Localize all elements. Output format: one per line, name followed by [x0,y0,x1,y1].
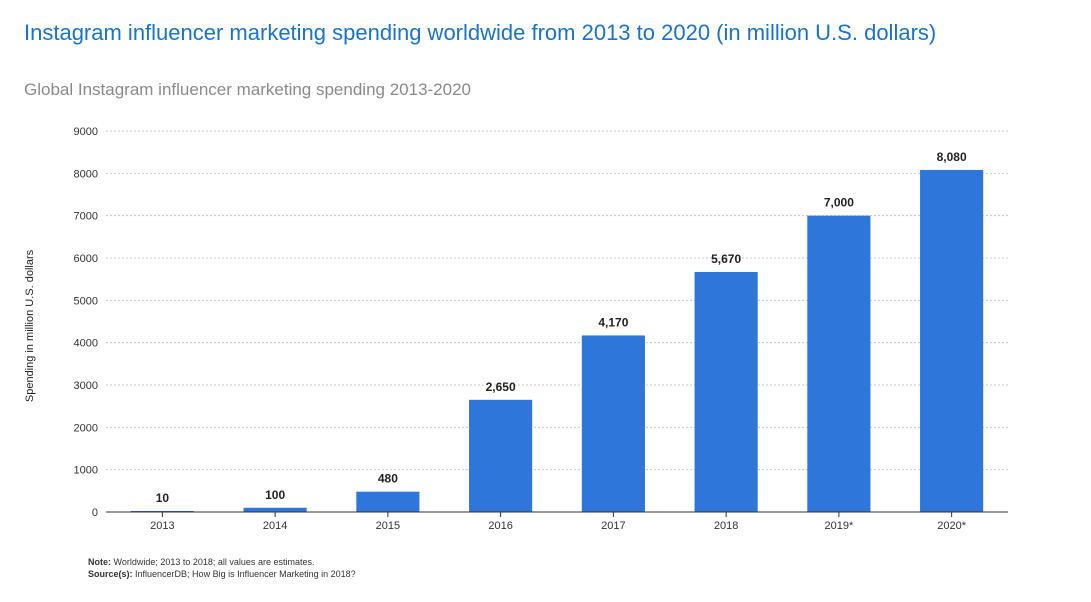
value-label: 5,670 [711,252,741,266]
bars [130,169,984,513]
y-tick-label: 9000 [74,126,98,138]
y-tick-label: 5000 [74,295,98,307]
value-label: 8,080 [937,150,967,164]
x-tick-label: 2016 [488,520,512,532]
value-labels: 10 100 480 2,650 4,170 5,670 7,000 8,080 [156,150,967,505]
y-tick-label: 0 [92,507,98,519]
chart-notes: Note: Worldwide; 2013 to 2018; all value… [88,556,356,580]
x-tick-label: 2017 [601,520,625,532]
y-axis-title: Spending in million U.S. dollars [24,249,36,403]
value-label: 100 [265,488,285,502]
chart-subtitle: Global Instagram influencer marketing sp… [24,80,471,99]
bar-2018 [694,271,758,512]
bar-2017 [581,335,645,512]
note-line: Note: Worldwide; 2013 to 2018; all value… [88,556,356,568]
y-axis-ticks: 0 1000 2000 3000 4000 5000 6000 7000 8000 9000 [74,126,98,519]
value-label: 7,000 [824,196,854,210]
source-text: InfluencerDB; How Big is Influencer Mark… [135,569,356,579]
value-label: 480 [378,472,398,486]
y-tick-label: 1000 [74,465,98,477]
x-tick-label: 2020* [937,520,966,532]
bar-2014 [243,507,307,512]
x-tick-label: 2019* [824,520,853,532]
note-text: Worldwide; 2013 to 2018; all values are … [113,557,315,567]
bar-2015 [356,491,420,512]
value-label: 4,170 [598,315,628,329]
bar-2016 [469,399,533,512]
value-label: 2,650 [486,380,516,394]
y-tick-label: 2000 [74,422,98,434]
chart-title: Instagram influencer marketing spending … [24,20,937,45]
bar-2019 [807,215,871,512]
source-line: Source(s): InfluencerDB; How Big is Infl… [88,568,356,580]
x-tick-label: 2013 [150,520,174,532]
y-tick-label: 3000 [74,380,98,392]
x-tick-label: 2018 [714,520,738,532]
y-tick-label: 4000 [74,338,98,350]
y-tick-label: 8000 [74,168,98,180]
y-tick-label: 6000 [74,253,98,265]
y-tick-label: 7000 [74,211,98,223]
source-label: Source(s): [88,569,133,579]
x-tick-label: 2014 [263,520,287,532]
note-label: Note: [88,557,111,567]
value-label: 10 [156,491,170,505]
bar-2020 [920,169,984,513]
x-axis-ticks: 2013 2014 2015 2016 2017 2018 2019* 2020* [150,512,967,532]
gridlines [106,130,1008,471]
x-tick-label: 2015 [376,520,400,532]
